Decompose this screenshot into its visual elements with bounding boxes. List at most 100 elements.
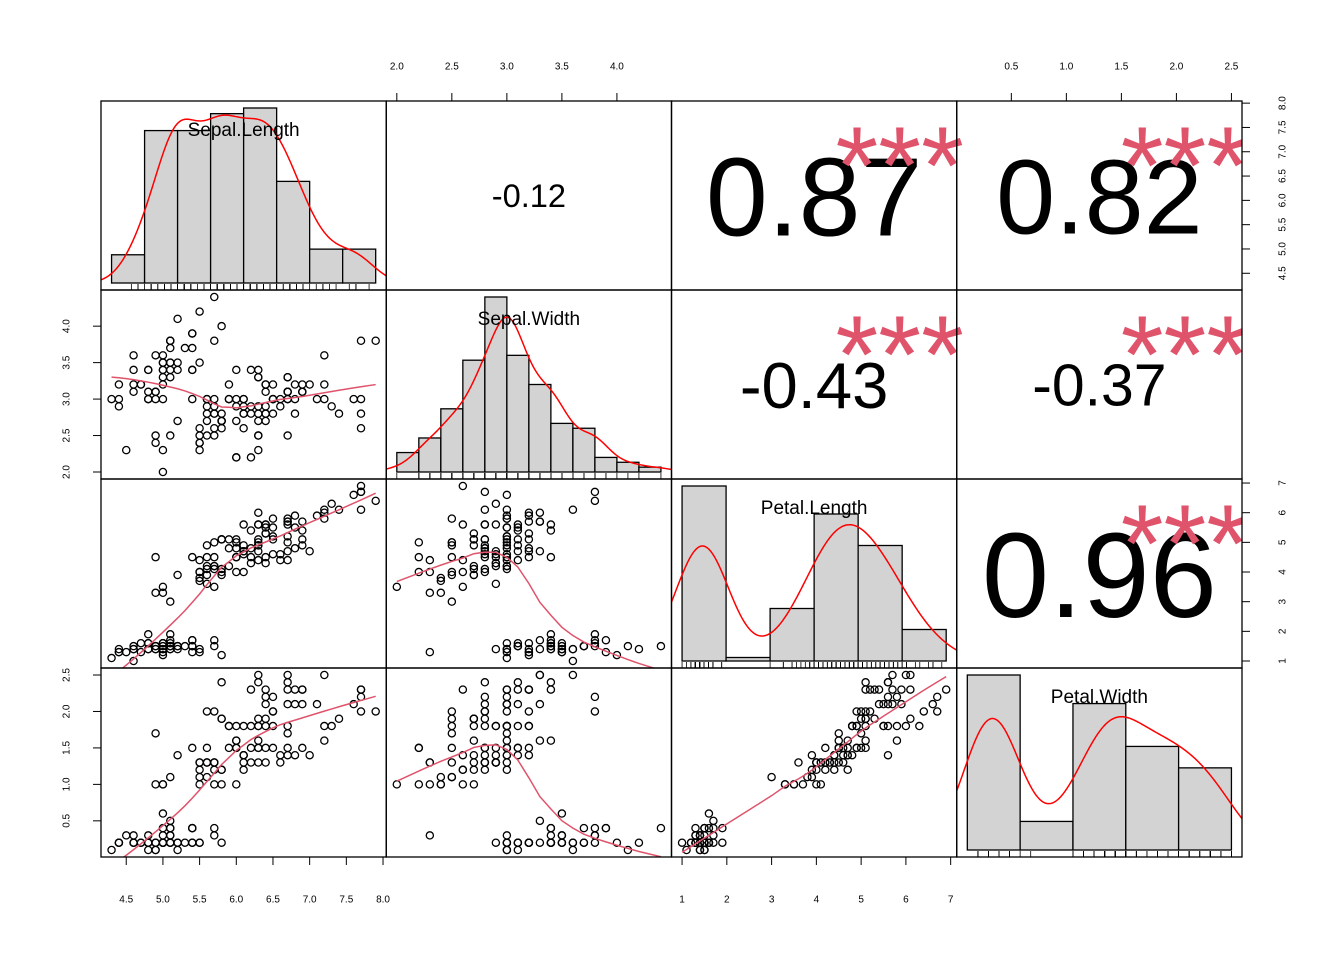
x-tick-label: 2.5 xyxy=(445,62,459,73)
point xyxy=(320,505,329,514)
point xyxy=(524,650,534,660)
x-tick-label: 1.5 xyxy=(1114,62,1128,73)
point xyxy=(524,721,534,731)
point xyxy=(491,561,501,571)
point xyxy=(268,707,278,716)
point xyxy=(246,544,256,553)
point xyxy=(210,641,219,651)
point xyxy=(188,635,197,645)
point xyxy=(447,758,457,767)
point xyxy=(590,496,600,506)
panel: Sepal.Width xyxy=(385,289,673,480)
point xyxy=(458,582,468,592)
point xyxy=(232,538,241,547)
point xyxy=(546,638,556,648)
point xyxy=(480,743,490,753)
x-tick-label: 5 xyxy=(858,895,864,906)
x-tick-label: 2.5 xyxy=(1224,62,1238,73)
point xyxy=(568,670,578,680)
point xyxy=(202,552,212,562)
point xyxy=(356,685,366,694)
point xyxy=(217,650,226,660)
point xyxy=(298,743,307,753)
point xyxy=(268,535,278,544)
point xyxy=(246,558,256,568)
point xyxy=(283,520,292,529)
smooth-line xyxy=(121,492,377,668)
point xyxy=(151,729,160,738)
point xyxy=(513,541,523,550)
point xyxy=(195,307,204,316)
point xyxy=(513,641,523,651)
hist-bar xyxy=(309,248,344,284)
point xyxy=(195,573,204,583)
hist-bar xyxy=(418,437,442,473)
point xyxy=(254,541,263,550)
point xyxy=(812,780,821,789)
point xyxy=(524,685,534,694)
point xyxy=(447,597,457,606)
point xyxy=(268,394,278,404)
point xyxy=(502,765,512,775)
point xyxy=(447,570,457,580)
point xyxy=(188,365,197,375)
point xyxy=(469,736,479,745)
histogram xyxy=(956,674,1242,857)
density-curve xyxy=(956,715,1242,820)
point xyxy=(158,358,168,367)
hist-bar xyxy=(901,628,947,662)
y-tick-label: 1 xyxy=(1278,658,1289,664)
point xyxy=(151,845,160,855)
point xyxy=(143,630,153,639)
point xyxy=(136,647,146,657)
point xyxy=(883,721,893,731)
significance-stars: *** xyxy=(1121,104,1249,227)
point xyxy=(414,743,424,753)
point xyxy=(195,838,204,847)
point xyxy=(502,685,512,694)
point xyxy=(524,644,534,654)
point xyxy=(254,743,263,753)
point xyxy=(590,635,600,645)
point xyxy=(524,638,534,648)
point xyxy=(502,511,512,520)
point xyxy=(166,635,175,645)
x-tick-label: 6.0 xyxy=(229,895,243,906)
y-tick-label: 1.0 xyxy=(62,777,73,791)
point xyxy=(173,845,182,855)
point xyxy=(447,567,457,577)
point xyxy=(524,517,534,526)
y-tick-label: 7.5 xyxy=(1278,120,1289,134)
point xyxy=(502,644,512,654)
point xyxy=(901,670,911,680)
point xyxy=(261,558,270,568)
point xyxy=(888,699,897,709)
hist-bar xyxy=(242,107,278,284)
point xyxy=(217,714,226,724)
point xyxy=(502,647,512,657)
hist-bar xyxy=(1125,745,1180,851)
point xyxy=(166,597,175,606)
point xyxy=(852,707,861,716)
point xyxy=(816,758,826,767)
point xyxy=(502,736,512,745)
point xyxy=(210,831,219,840)
point xyxy=(173,570,182,580)
hist-bar xyxy=(176,129,212,284)
point xyxy=(151,351,160,360)
point xyxy=(535,635,545,645)
point xyxy=(513,685,523,694)
point xyxy=(546,630,556,639)
panel-border xyxy=(956,667,1243,858)
point xyxy=(320,721,329,731)
point xyxy=(535,517,545,526)
panel: Sepal.Length xyxy=(100,100,387,291)
point xyxy=(151,387,160,397)
smooth-line xyxy=(111,376,376,409)
y-tick-label: 4 xyxy=(1278,569,1289,575)
point xyxy=(568,644,578,654)
point xyxy=(535,508,545,517)
x-tick-label: 4.5 xyxy=(119,895,133,906)
point xyxy=(210,564,219,574)
point xyxy=(546,644,556,654)
